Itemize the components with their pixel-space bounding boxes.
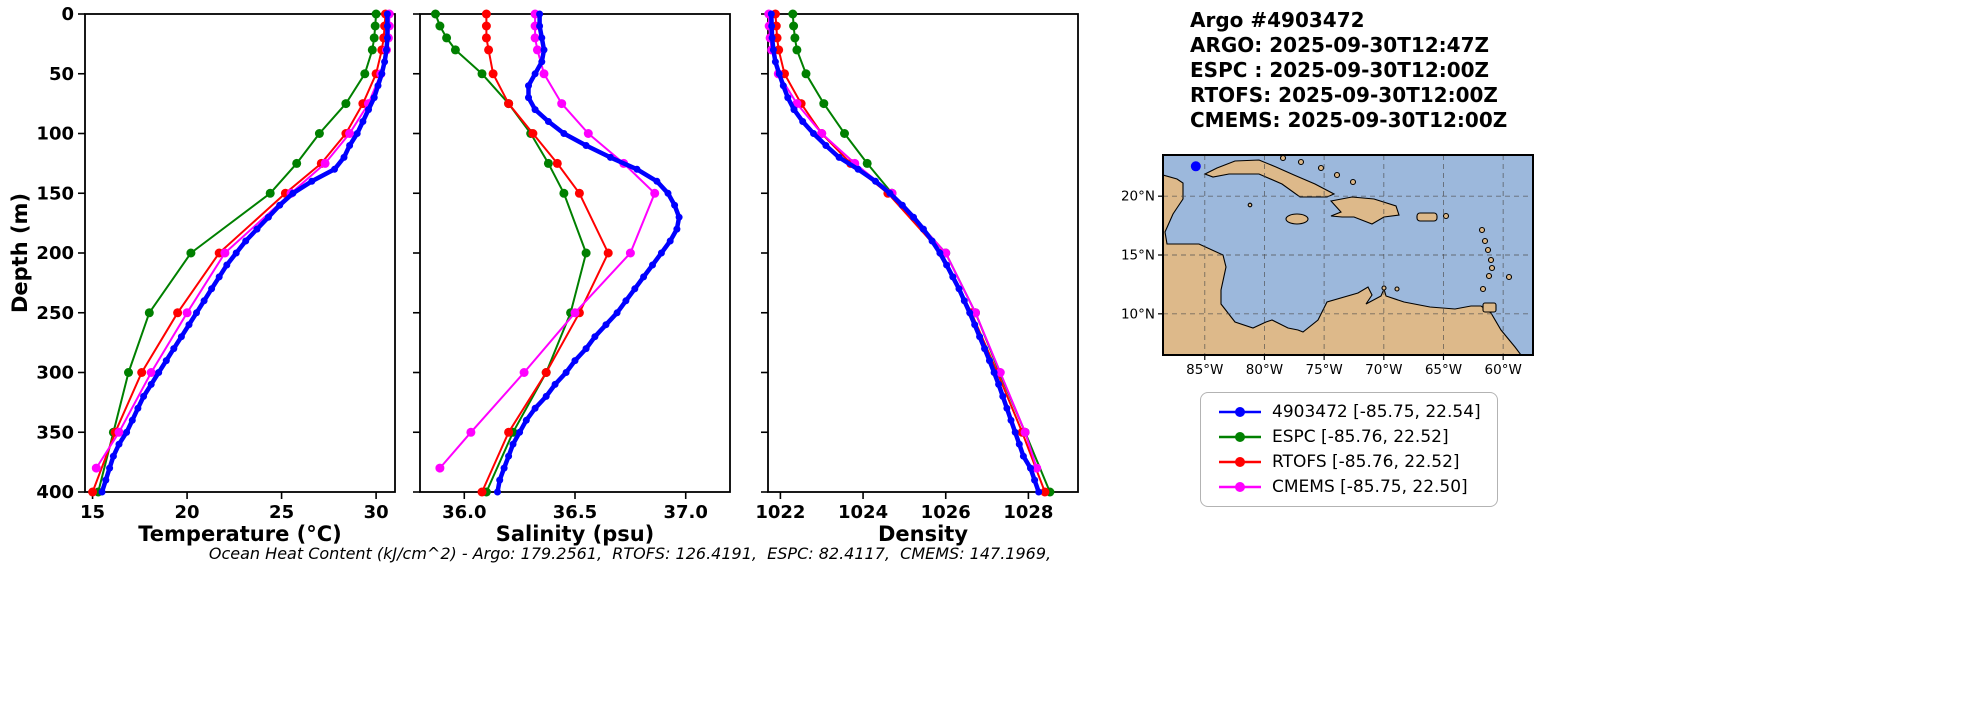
land-trinidad bbox=[1482, 302, 1497, 313]
panel-salinity: 36.0 36.5 37.0 Salinity (psu) bbox=[413, 9, 731, 546]
svg-text:100: 100 bbox=[36, 124, 74, 145]
legend-item-label: ESPC [-85.76, 22.52] bbox=[1272, 427, 1449, 447]
svg-text:20: 20 bbox=[175, 502, 200, 523]
rtofs-timestamp: RTOFS: 2025-09-30T12:00Z bbox=[1190, 83, 1498, 107]
svg-text:1022: 1022 bbox=[755, 502, 805, 523]
series-ESPC bbox=[93, 9, 381, 497]
svg-text:1024: 1024 bbox=[838, 502, 888, 523]
land-island bbox=[1505, 273, 1513, 281]
cmems-timestamp: CMEMS: 2025-09-30T12:00Z bbox=[1190, 108, 1508, 132]
svg-text:30: 30 bbox=[364, 502, 389, 523]
land-island bbox=[1487, 256, 1495, 264]
svg-text:200: 200 bbox=[36, 243, 74, 264]
svg-text:400: 400 bbox=[36, 482, 74, 503]
land-island bbox=[1333, 171, 1341, 179]
land-island bbox=[1485, 272, 1493, 280]
map-graticule-and-labels: 85°W 80°W 75°W 70°W 65°W 60°W 20°N 15°N 10°N bbox=[1121, 154, 1534, 378]
legend: 4903472 [-85.75, 22.54] ESPC [-85.76, 22.… bbox=[1200, 392, 1498, 507]
svg-text:36.0: 36.0 bbox=[442, 502, 486, 523]
ocean-heat-content-text: Ocean Heat Content (kJ/cm^2) - Argo: 179… bbox=[208, 544, 1052, 563]
legend-item-label: CMEMS [-85.75, 22.50] bbox=[1272, 477, 1468, 497]
xaxis-label-salinity: Salinity (psu) bbox=[496, 522, 655, 546]
legend-marker-icon bbox=[1219, 482, 1261, 492]
land-island bbox=[1442, 212, 1450, 220]
land-island bbox=[1479, 285, 1487, 293]
legend-marker-icon bbox=[1219, 457, 1261, 467]
legend-item: CMEMS [-85.75, 22.50] bbox=[1217, 477, 1481, 497]
svg-text:250: 250 bbox=[36, 303, 74, 324]
land-cuba bbox=[1203, 159, 1336, 198]
svg-text:25: 25 bbox=[269, 502, 294, 523]
legend-item: 4903472 [-85.75, 22.54] bbox=[1217, 402, 1481, 422]
land-puerto-rico bbox=[1416, 212, 1438, 222]
map-lon-tick-label: 70°W bbox=[1365, 362, 1402, 378]
land-jamaica bbox=[1285, 213, 1309, 225]
svg-text:50: 50 bbox=[49, 64, 74, 85]
profile-charts: 15 20 25 30050100150200250300350400Temperat… bbox=[8, 4, 1079, 546]
svg-text:15: 15 bbox=[80, 502, 105, 523]
map-lat-tick-label: 20°N bbox=[1121, 189, 1155, 205]
series-4903472 bbox=[767, 10, 1043, 496]
float-title: Argo #4903472 bbox=[1190, 8, 1365, 32]
location-map: 85°W 80°W 75°W 70°W 65°W 60°W 20°N 15°N 10°N bbox=[1121, 154, 1534, 378]
map-lon-tick-label: 75°W bbox=[1305, 362, 1342, 378]
svg-text:150: 150 bbox=[36, 183, 74, 204]
yaxis-label-depth: Depth (m) bbox=[8, 193, 32, 313]
land-island bbox=[1317, 164, 1325, 172]
series-4903472 bbox=[494, 10, 683, 496]
svg-text:1028: 1028 bbox=[1003, 502, 1053, 523]
land-central-south-america bbox=[1163, 174, 1522, 355]
map-lon-tick-label: 85°W bbox=[1186, 362, 1223, 378]
land-island bbox=[1247, 202, 1253, 208]
land-island bbox=[1488, 264, 1496, 272]
legend-marker-icon bbox=[1219, 407, 1261, 417]
land-island bbox=[1349, 178, 1357, 186]
map-land bbox=[1163, 155, 1522, 355]
svg-text:300: 300 bbox=[36, 363, 74, 384]
panel-temperature: 15 20 25 30050100150200250300350400Temperat… bbox=[8, 4, 396, 546]
svg-text:1026: 1026 bbox=[921, 502, 971, 523]
map-lon-tick-label: 80°W bbox=[1246, 362, 1283, 378]
legend-marker-icon bbox=[1219, 432, 1261, 442]
land-island bbox=[1381, 285, 1387, 291]
espc-timestamp: ESPC : 2025-09-30T12:00Z bbox=[1190, 58, 1490, 82]
panel-density: 1022 1024 1026 1028 Density bbox=[755, 9, 1079, 546]
legend-item-label: 4903472 [-85.75, 22.54] bbox=[1272, 402, 1481, 422]
svg-text:37.0: 37.0 bbox=[664, 502, 708, 523]
land-hispaniola bbox=[1329, 196, 1400, 225]
svg-text:350: 350 bbox=[36, 422, 74, 443]
map-lon-tick-label: 60°W bbox=[1485, 362, 1522, 378]
land-island bbox=[1279, 155, 1287, 162]
series-4903472 bbox=[98, 10, 391, 496]
argo-timestamp: ARGO: 2025-09-30T12:47Z bbox=[1190, 33, 1489, 57]
float-location-marker bbox=[1190, 161, 1201, 172]
legend-item: ESPC [-85.76, 22.52] bbox=[1217, 427, 1481, 447]
land-island bbox=[1481, 237, 1489, 245]
land-island bbox=[1297, 158, 1305, 166]
svg-text:36.5: 36.5 bbox=[553, 502, 597, 523]
xaxis-label-temperature: Temperature (°C) bbox=[138, 522, 341, 546]
xaxis-label-density: Density bbox=[878, 522, 968, 546]
svg-text:0: 0 bbox=[61, 4, 74, 25]
legend-item-label: RTOFS [-85.76, 22.52] bbox=[1272, 452, 1460, 472]
land-island bbox=[1394, 286, 1400, 292]
map-lat-tick-label: 10°N bbox=[1121, 306, 1155, 322]
legend-item: RTOFS [-85.76, 22.52] bbox=[1217, 452, 1481, 472]
info-header: Argo #4903472 ARGO: 2025-09-30T12:47Z ES… bbox=[1190, 8, 1507, 133]
land-island bbox=[1484, 246, 1492, 254]
map-lon-tick-label: 65°W bbox=[1425, 362, 1462, 378]
map-lat-tick-label: 15°N bbox=[1121, 248, 1155, 264]
land-island bbox=[1478, 226, 1486, 234]
